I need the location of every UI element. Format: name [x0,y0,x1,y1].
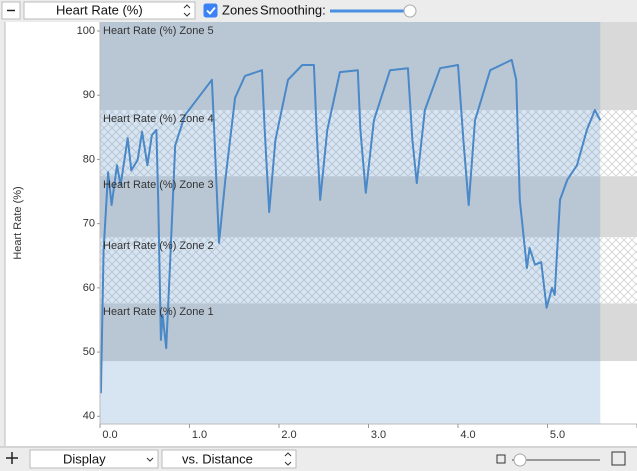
x-tick-label: 5.0 [550,429,565,441]
zone-label: Heart Rate (%) Zone 1 [103,306,214,318]
zone-label: Heart Rate (%) Zone 2 [103,240,214,252]
x-mode-label: vs. Distance [182,451,253,466]
data-extent-tint [100,22,601,424]
x-tick-label: 3.0 [371,429,386,441]
zone-band [100,22,637,110]
zone-label: Heart Rate (%) Zone 3 [103,179,214,191]
y-tick-label: 80 [83,153,95,165]
axes: Heart Rate (%) Zone 1 Heart Rate (%) Zone… [77,22,637,441]
x-tick-label: 0.0 [102,429,117,441]
y-axis-label: Heart Rate (%) [12,186,24,259]
metric-dropdown[interactable] [23,1,196,20]
smoothing-slider-thumb[interactable] [403,4,417,18]
zoom-in-icon[interactable] [611,451,626,466]
x-tick-label: 4.0 [460,429,475,441]
heart-rate-line [100,58,602,394]
y-tick-label: 40 [83,410,95,422]
x-tick-label: 1.0 [192,429,207,441]
dropdown-arrows [183,4,191,17]
dropdown-arrows [284,452,292,466]
y-tick-label: 100 [77,25,95,37]
zone-band [100,176,637,238]
zone-label: Heart Rate (%) Zone 5 [103,25,214,37]
x-mode-dropdown[interactable] [161,449,297,469]
plot [100,22,637,424]
zones-checkbox[interactable] [203,3,218,18]
add-icon[interactable] [6,452,18,464]
dropdown-arrow [146,457,154,462]
zones-label: Zones [222,2,259,17]
y-tick-label: 90 [83,89,95,101]
x-tick-label: 2.0 [281,429,296,441]
smoothing-label: Smoothing: [260,2,326,17]
metric-label: Heart Rate (%) [56,2,143,17]
zone-band [100,237,637,304]
display-label: Display [63,451,106,466]
zoom-slider-thumb[interactable] [513,453,527,467]
zoom-out-icon[interactable] [496,454,506,464]
zone-label: Heart Rate (%) Zone 4 [103,113,214,125]
y-tick-label: 70 [83,218,95,230]
y-tick-label: 60 [83,282,95,294]
display-dropdown[interactable] [29,449,159,469]
zone-band [100,303,637,362]
check-mark [206,6,216,15]
y-tick-label: 50 [83,346,95,358]
